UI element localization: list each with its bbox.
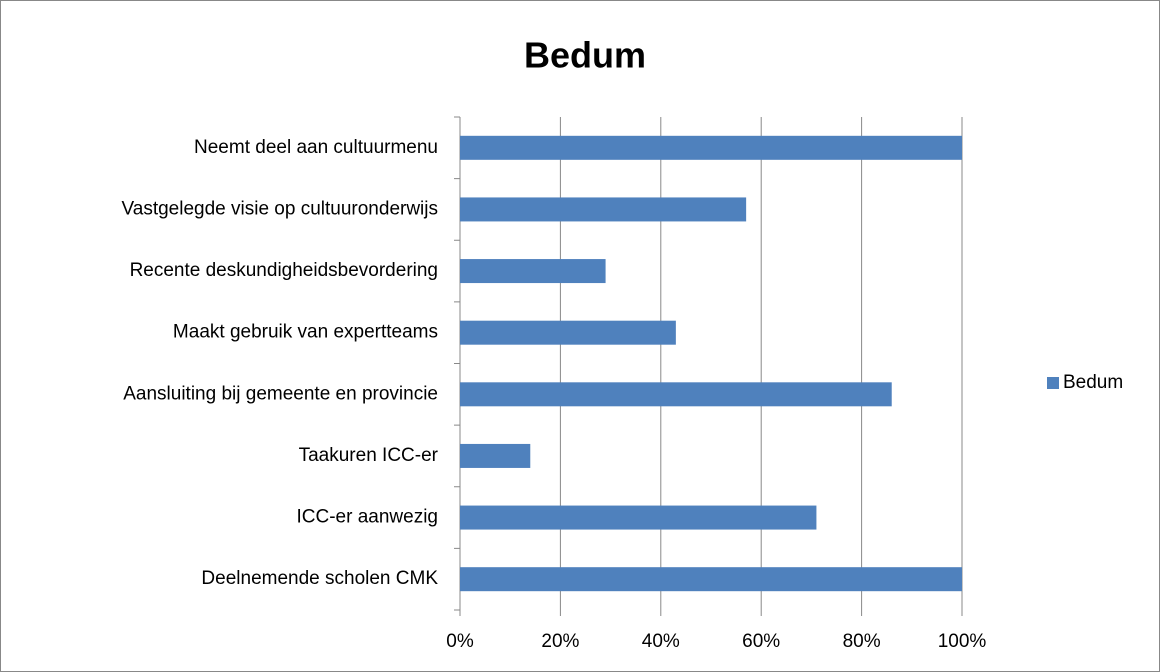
x-tick-label: 20% (541, 631, 579, 652)
y-tick-label: Maakt gebruik van expertteams (173, 322, 438, 343)
bar (460, 320, 676, 345)
bar (460, 567, 962, 592)
x-tick-label: 0% (446, 631, 474, 652)
chart-title: Bedum (524, 35, 646, 76)
bar (460, 135, 962, 160)
bar (460, 505, 817, 530)
x-tick-label: 40% (642, 631, 680, 652)
bar (460, 259, 606, 284)
y-tick-label: Deelnemende scholen CMK (201, 568, 438, 589)
x-tick-label: 60% (742, 631, 780, 652)
legend-label: Bedum (1063, 372, 1123, 393)
y-tick-label: Taakuren ICC-er (299, 445, 439, 466)
legend-swatch (1047, 377, 1059, 389)
y-tick-label: Neemt deel aan cultuurmenu (194, 137, 438, 158)
y-tick-label: Recente deskundigheidsbevordering (130, 260, 438, 281)
x-tick-label: 80% (843, 631, 881, 652)
bar (460, 197, 747, 222)
y-tick-label: Aansluiting bij gemeente en provincie (123, 383, 438, 404)
x-tick-label: 100% (938, 631, 987, 652)
y-tick-label: ICC-er aanwezig (297, 507, 439, 528)
bar (460, 443, 531, 468)
y-tick-label: Vastgelegde visie op cultuuronderwijs (122, 198, 439, 219)
bar (460, 382, 892, 407)
